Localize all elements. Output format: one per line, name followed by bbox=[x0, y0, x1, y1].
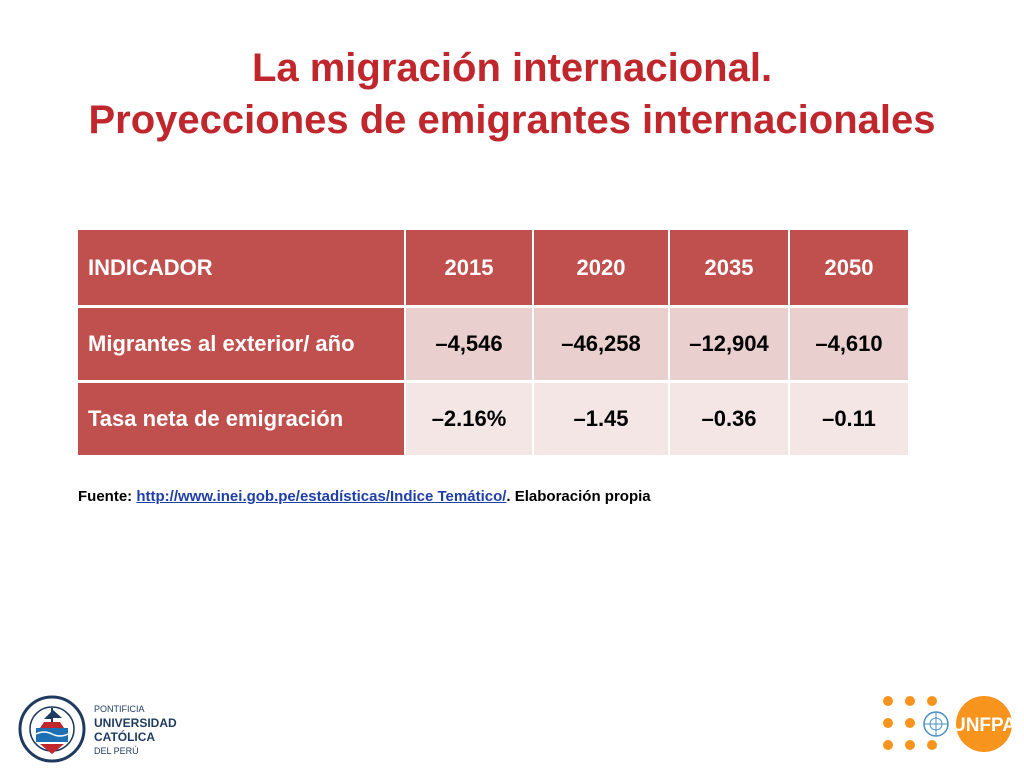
emigration-table: INDICADOR 2015 2020 2035 2050 Migrantes … bbox=[76, 230, 910, 455]
header-2035: 2035 bbox=[670, 230, 788, 305]
pucp-name: PONTIFICIA UNIVERSIDAD CATÓLICA DEL PERÚ bbox=[94, 702, 177, 758]
table-header-row: INDICADOR 2015 2020 2035 2050 bbox=[78, 230, 908, 305]
table-row: Migrantes al exterior/ año –4,546 –46,25… bbox=[78, 305, 908, 380]
cell-value: –1.45 bbox=[534, 380, 668, 455]
pucp-line-1: PONTIFICIA bbox=[94, 704, 145, 714]
cell-value: –46,258 bbox=[534, 305, 668, 380]
unfpa-dots-icon bbox=[883, 696, 937, 750]
source-suffix: . Elaboración propia bbox=[506, 488, 651, 505]
source-link[interactable]: http://www.inei.gob.pe/estadísticas/Indi… bbox=[136, 488, 507, 505]
pucp-seal-icon bbox=[18, 695, 86, 763]
title-line-1: La migración internacional. bbox=[251, 46, 773, 90]
slide-title: La migración internacional. Proyecciones… bbox=[0, 42, 1024, 146]
source-prefix: Fuente: bbox=[78, 488, 137, 505]
header-2015: 2015 bbox=[406, 230, 532, 305]
cell-value: –0.11 bbox=[790, 380, 908, 455]
pucp-logo: PONTIFICIA UNIVERSIDAD CATÓLICA DEL PERÚ bbox=[18, 694, 198, 764]
pucp-line-3: CATÓLICA bbox=[94, 730, 156, 744]
row-label-migrantes: Migrantes al exterior/ año bbox=[78, 305, 404, 380]
pucp-line-2: UNIVERSIDAD bbox=[94, 716, 177, 730]
header-2050: 2050 bbox=[790, 230, 908, 305]
table-row: Tasa neta de emigración –2.16% –1.45 –0.… bbox=[78, 380, 908, 455]
unfpa-text: UNFPA bbox=[952, 715, 1016, 736]
header-2020: 2020 bbox=[534, 230, 668, 305]
unfpa-logo: UNFPA bbox=[883, 696, 1016, 752]
source-note: Fuente: http://www.inei.gob.pe/estadísti… bbox=[78, 488, 651, 505]
title-line-2: Proyecciones de emigrantes internacional… bbox=[88, 98, 936, 142]
pucp-line-4: DEL PERÚ bbox=[94, 746, 139, 756]
row-label-tasa: Tasa neta de emigración bbox=[78, 380, 404, 455]
cell-value: –12,904 bbox=[670, 305, 788, 380]
cell-value: –4,546 bbox=[406, 305, 532, 380]
cell-value: –4,610 bbox=[790, 305, 908, 380]
cell-value: –2.16% bbox=[406, 380, 532, 455]
cell-value: –0.36 bbox=[670, 380, 788, 455]
header-indicador: INDICADOR bbox=[78, 230, 404, 305]
unfpa-badge bbox=[956, 696, 1012, 752]
